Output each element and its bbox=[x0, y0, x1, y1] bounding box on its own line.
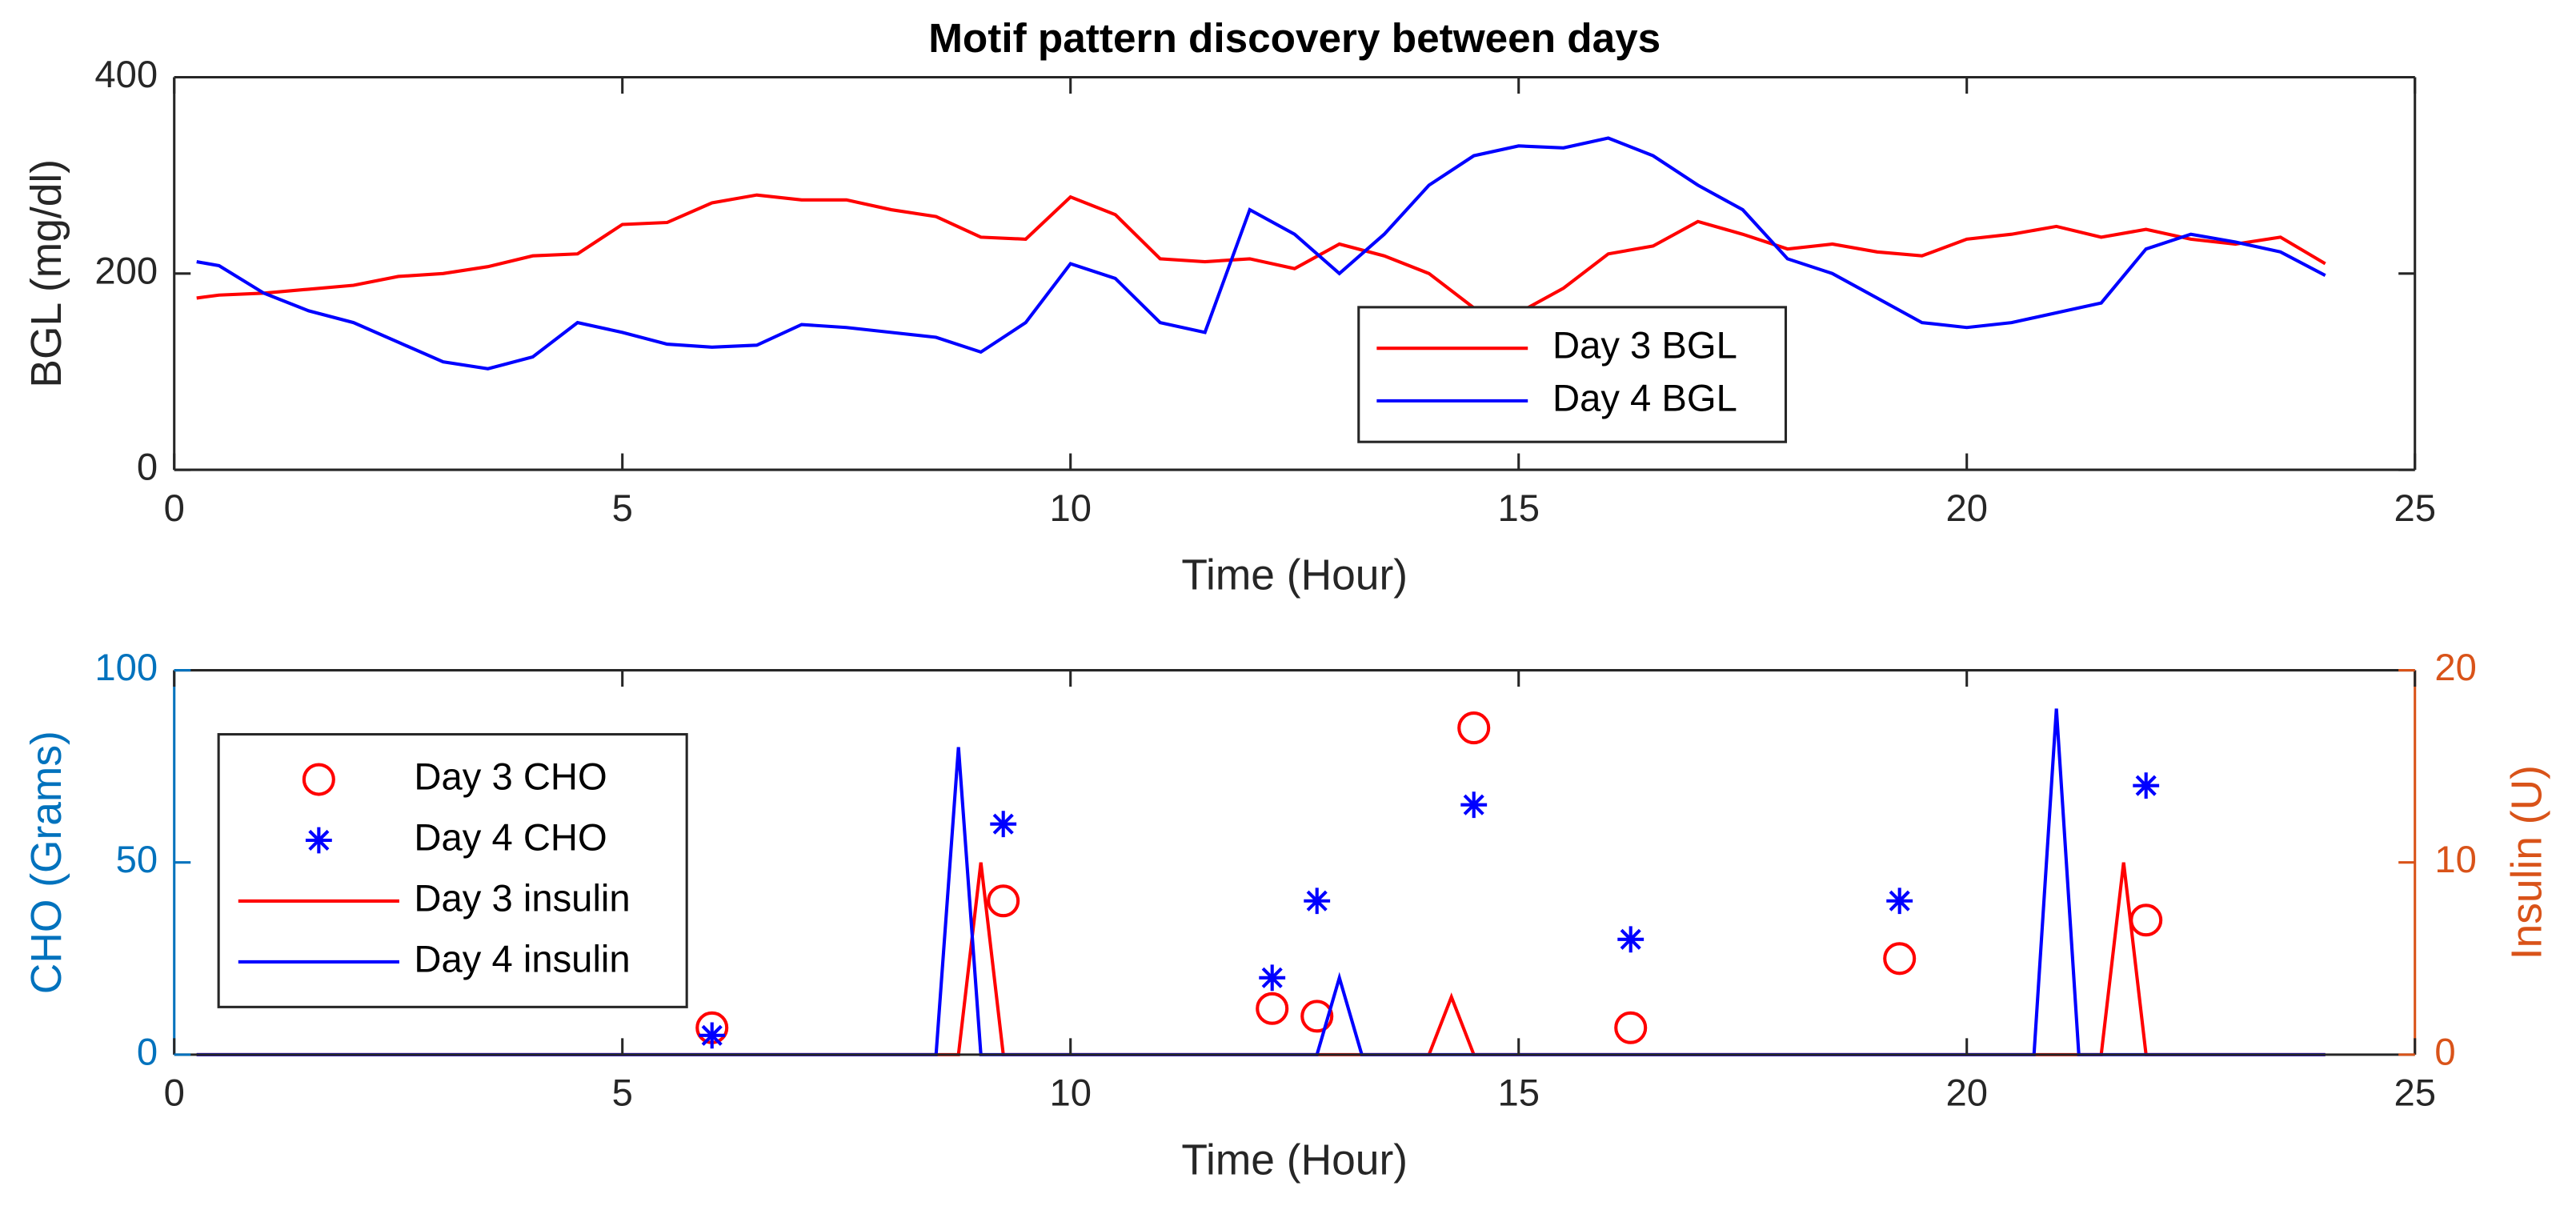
legend-box bbox=[1357, 306, 1788, 443]
y-tick-label: 200 bbox=[94, 250, 158, 292]
legend-swatch bbox=[305, 827, 332, 854]
x-tick-label: 25 bbox=[2394, 487, 2436, 530]
y2-axis-label: Insulin (U) bbox=[2503, 765, 2550, 960]
y2-tick-label: 10 bbox=[2434, 839, 2477, 881]
marker-circle bbox=[1457, 711, 1491, 745]
marker-star bbox=[699, 1022, 726, 1049]
marker-circle bbox=[2129, 903, 2163, 937]
legend-swatch bbox=[302, 763, 335, 796]
x-tick-label: 15 bbox=[1497, 487, 1540, 530]
marker-star bbox=[1259, 964, 1286, 992]
marker-circle bbox=[1614, 1011, 1648, 1044]
marker-star bbox=[1886, 887, 1913, 915]
legend-label: Day 3 BGL bbox=[1552, 325, 1737, 367]
x-tick-label: 25 bbox=[2394, 1072, 2436, 1115]
marker-star bbox=[1460, 791, 1488, 819]
y-tick-label: 0 bbox=[137, 1031, 158, 1073]
series-line bbox=[196, 862, 2326, 1056]
marker-star bbox=[1617, 926, 1645, 953]
y-tick-label: 50 bbox=[116, 839, 158, 881]
marker-star bbox=[990, 811, 1017, 838]
x-axis-label: Time (Hour) bbox=[1181, 1136, 1408, 1184]
legend-label: Day 4 BGL bbox=[1552, 377, 1737, 419]
legend-label: Day 4 insulin bbox=[414, 938, 630, 980]
x-tick-label: 10 bbox=[1049, 487, 1092, 530]
y-tick-label: 0 bbox=[137, 447, 158, 489]
x-tick-label: 20 bbox=[1945, 487, 1988, 530]
marker-circle bbox=[1256, 992, 1289, 1025]
legend-label: Day 4 CHO bbox=[414, 816, 607, 859]
x-tick-label: 20 bbox=[1945, 1072, 1988, 1115]
marker-star bbox=[1304, 887, 1331, 915]
series-line bbox=[196, 136, 2326, 371]
x-tick-label: 5 bbox=[612, 487, 633, 530]
y-tick-label: 400 bbox=[94, 54, 158, 96]
y-tick-label: 100 bbox=[94, 647, 158, 689]
marker-circle bbox=[1300, 1000, 1334, 1033]
y-axis-label: CHO (Grams) bbox=[23, 731, 70, 994]
marker-circle bbox=[1883, 942, 1917, 976]
legend-label: Day 3 CHO bbox=[414, 756, 607, 799]
series-line bbox=[196, 708, 2326, 1056]
y2-tick-label: 20 bbox=[2434, 647, 2477, 689]
marker-star bbox=[2133, 772, 2160, 799]
chart-title: Motif pattern discovery between days bbox=[928, 15, 1661, 61]
series-line bbox=[196, 193, 2326, 315]
x-tick-label: 0 bbox=[164, 1072, 185, 1115]
y2-tick-label: 0 bbox=[2434, 1031, 2455, 1073]
x-tick-label: 5 bbox=[612, 1072, 633, 1115]
legend-label: Day 3 insulin bbox=[414, 877, 630, 920]
x-tick-label: 0 bbox=[164, 487, 185, 530]
marker-circle bbox=[987, 884, 1020, 918]
x-axis-label: Time (Hour) bbox=[1181, 552, 1408, 599]
x-tick-label: 15 bbox=[1497, 1072, 1540, 1115]
x-tick-label: 10 bbox=[1049, 1072, 1092, 1115]
y-axis-label: BGL (mg/dl) bbox=[23, 159, 70, 388]
